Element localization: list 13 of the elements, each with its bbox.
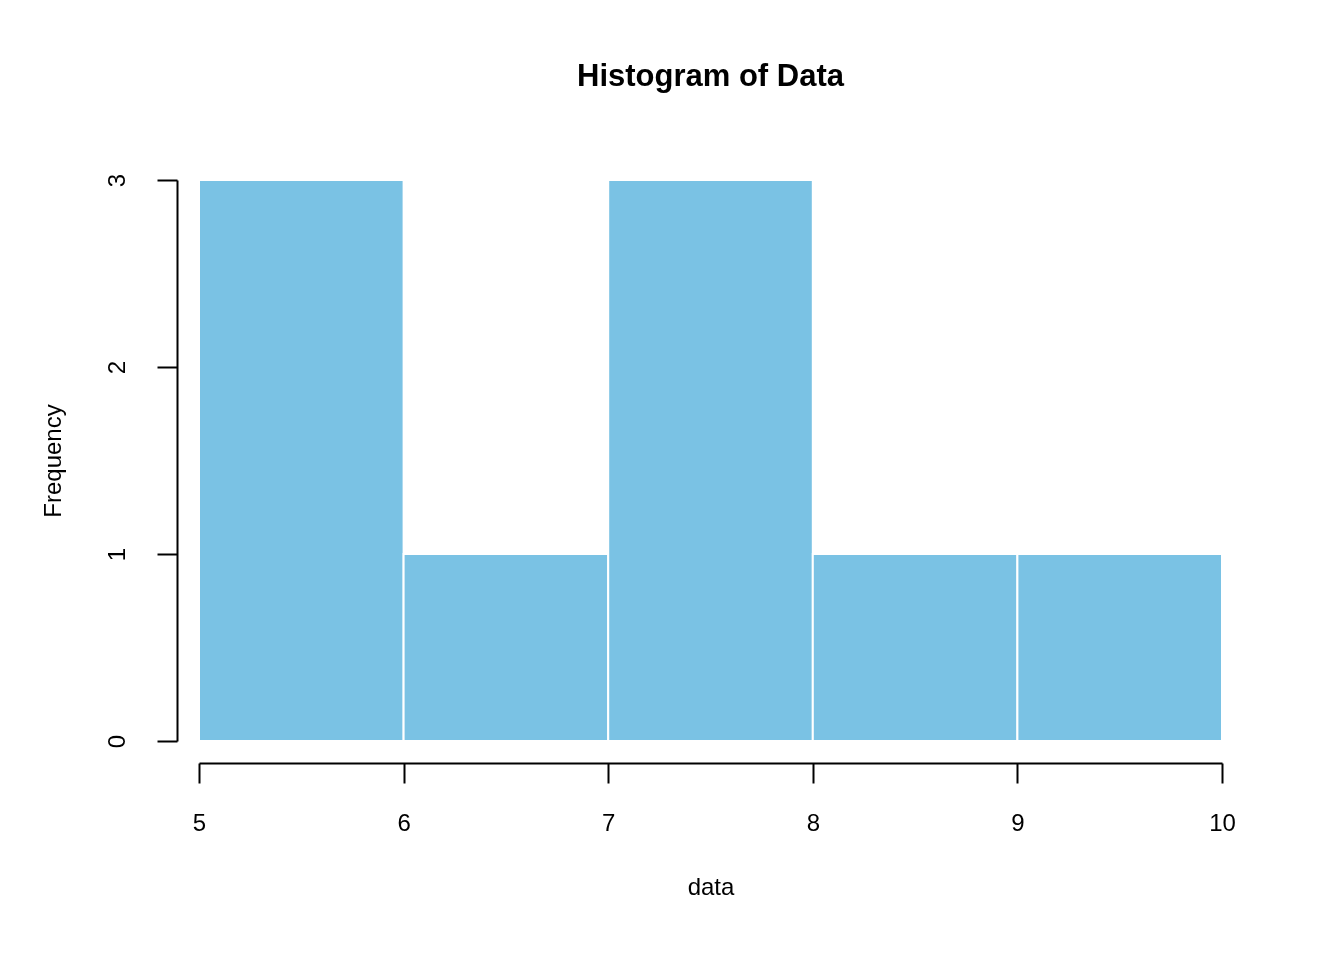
x-tick-label: 6 [397, 808, 411, 836]
y-tick-label: 3 [102, 173, 130, 188]
x-tick-label: 10 [1209, 808, 1236, 836]
x-tick-label: 5 [192, 808, 207, 836]
chart-title: Histogram of Data [577, 58, 845, 94]
y-tick-label: 0 [102, 734, 130, 749]
x-tick-label: 7 [602, 808, 616, 836]
x-tick-label: 9 [1011, 808, 1025, 836]
y-tick-label: 2 [102, 360, 130, 375]
y-tick-label: 1 [102, 547, 130, 562]
x-tick-label: 8 [806, 808, 820, 836]
x-axis-title: data [687, 872, 735, 900]
y-axis-title: Frequency [38, 404, 66, 518]
